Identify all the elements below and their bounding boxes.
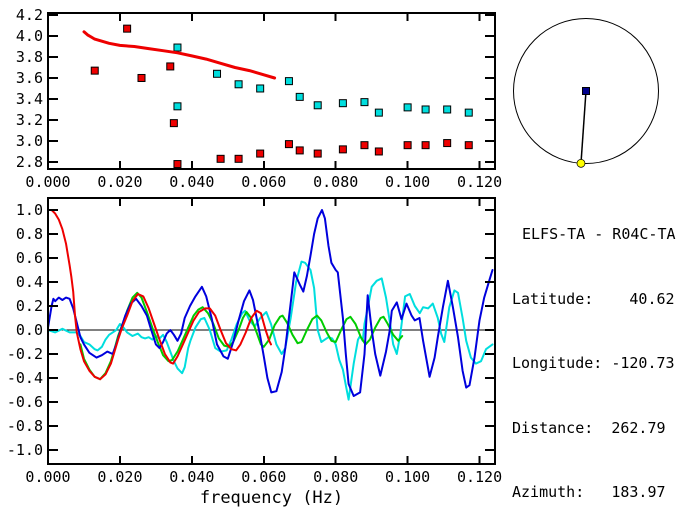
data-point-red-squares [234, 154, 243, 163]
x-axis-tick-label: 0.120 [457, 468, 502, 486]
y-axis-tick-label: -1.0 [7, 441, 43, 459]
y-axis-tick-label: -0.2 [7, 345, 43, 363]
azimuth-diagram [513, 18, 659, 168]
data-point-cyan-squares [403, 103, 412, 112]
data-point-red-squares [403, 141, 412, 150]
data-point-cyan-squares [464, 108, 473, 117]
data-point-cyan-squares [338, 99, 347, 108]
receiver-station-marker [576, 158, 586, 168]
data-point-red-squares [360, 141, 369, 150]
data-point-cyan-squares [173, 102, 182, 111]
x-axis-tick-label: 0.000 [25, 468, 70, 486]
azimuth-line [580, 90, 587, 164]
series-cyan-trace [47, 260, 494, 401]
series-red-trace [47, 209, 272, 381]
y-axis-tick-label: 3.0 [16, 132, 43, 150]
waveform-plot: 0.000 0.020 0.040 0.060 0.080 0.100 0.120 -1.0 -… [7, 197, 502, 508]
y-axis-tick-label: 3.6 [16, 69, 43, 87]
data-point-red-squares [123, 24, 132, 33]
data-point-red-squares [313, 149, 322, 158]
data-point-cyan-squares [234, 80, 243, 89]
y-axis-tick-label: 0.0 [16, 321, 43, 339]
data-point-red-squares [374, 147, 383, 156]
x-axis-tick-label: 0.060 [241, 173, 286, 191]
station-pair-title: ELFS-TA - R04C-TA [522, 225, 676, 243]
x-axis-tick-label: 0.120 [457, 173, 502, 191]
data-point-red-squares [137, 73, 146, 82]
x-axis-title: frequency (Hz) [200, 488, 343, 508]
data-point-red-squares [166, 62, 175, 71]
x-axis-tick-label: 0.060 [241, 468, 286, 486]
data-point-cyan-squares [256, 84, 265, 93]
data-point-red-squares [421, 141, 430, 150]
data-point-red-squares [216, 154, 225, 163]
station-info-panel: ELFS-TA - R04C-TA Latitude: 40.62 Longit… [512, 181, 676, 519]
data-point-cyan-squares [360, 98, 369, 107]
data-point-red-squares [284, 140, 293, 149]
data-point-cyan-squares [295, 92, 304, 101]
data-point-cyan-squares [443, 105, 452, 114]
plot-frame [47, 197, 496, 465]
y-axis-tick-label: 2.8 [16, 153, 43, 171]
y-axis-tick-label: 0.6 [16, 249, 43, 267]
data-point-red-squares [443, 139, 452, 148]
data-point-red-squares [169, 119, 178, 128]
station-longitude-line: Longitude: -120.73 [512, 354, 675, 372]
data-point-cyan-squares [173, 43, 182, 52]
y-axis-tick-label: -0.6 [7, 393, 43, 411]
y-axis-tick-label: -0.4 [7, 369, 43, 387]
station-azimuth-line: Azimuth: 183.97 [512, 483, 666, 501]
x-axis-tick-label: 0.040 [169, 173, 214, 191]
data-point-red-squares [295, 146, 304, 155]
data-point-cyan-squares [313, 101, 322, 110]
data-point-red-squares [90, 66, 99, 75]
data-point-red-squares [464, 141, 473, 150]
x-axis-tick-label: 0.020 [97, 468, 142, 486]
x-axis-tick-label: 0.100 [385, 468, 430, 486]
data-point-cyan-squares [213, 69, 222, 78]
x-axis-tick-label: 0.080 [313, 468, 358, 486]
x-axis-tick-label: 0.040 [169, 468, 214, 486]
plot-frame [47, 12, 496, 170]
y-axis-tick-label: -0.8 [7, 417, 43, 435]
y-axis-tick-label: 3.4 [16, 90, 43, 108]
y-axis-tick-label: 0.4 [16, 273, 43, 291]
y-axis-tick-label: 1.0 [16, 201, 43, 219]
series-reference-curve [82, 30, 277, 80]
series-green-trace [79, 291, 404, 381]
y-axis-tick-label: 3.8 [16, 48, 43, 66]
azimuth-circle [513, 18, 659, 164]
y-axis-tick-label: 4.2 [16, 6, 43, 24]
data-point-cyan-squares [374, 108, 383, 117]
dispersion-plot: 0.000 0.020 0.040 0.060 0.080 0.100 0.120 2.8 3.… [16, 6, 502, 191]
data-point-red-squares [173, 160, 182, 169]
y-axis-tick-label: 3.2 [16, 111, 43, 129]
series-blue-trace [47, 209, 494, 397]
data-point-red-squares [256, 149, 265, 158]
x-axis-tick-label: 0.080 [313, 173, 358, 191]
data-point-red-squares [338, 145, 347, 154]
y-axis-tick-label: 0.8 [16, 225, 43, 243]
station-distance-line: Distance: 262.79 [512, 418, 666, 437]
data-point-cyan-squares [421, 105, 430, 114]
x-axis-tick-label: 0.000 [25, 173, 70, 191]
data-point-cyan-squares [284, 77, 293, 86]
y-axis-tick-label: 0.2 [16, 297, 43, 315]
source-station-marker [582, 87, 590, 95]
station-latitude-line: Latitude: 40.62 [512, 289, 675, 308]
y-axis-tick-label: 4.0 [16, 27, 43, 45]
x-axis-tick-label: 0.100 [385, 173, 430, 191]
x-axis-tick-label: 0.020 [97, 173, 142, 191]
